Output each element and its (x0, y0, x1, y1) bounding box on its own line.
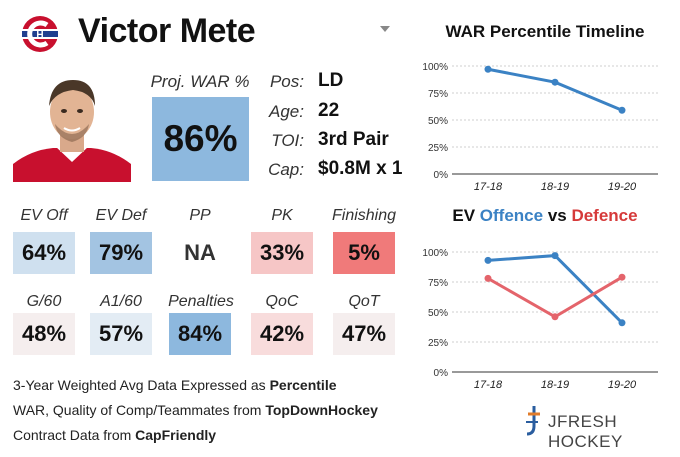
stat-box-a160: 57% (90, 313, 152, 355)
stat-box-qoc: 42% (251, 313, 313, 355)
svg-text:H: H (36, 30, 43, 41)
brand-text: JFRESH HOCKEY (548, 412, 623, 451)
chart2-series-offence-point (551, 252, 559, 260)
chart2-series-offence-point (484, 256, 492, 264)
chart2-xtick-label: 19-20 (608, 379, 637, 391)
stat-box-finishing: 5% (333, 232, 395, 274)
stat-label-pp: PP (189, 207, 211, 224)
chart1-ytick-label: 75% (428, 89, 448, 100)
chart1-series-0-line (487, 67, 623, 112)
chart1-ytick-label: 50% (428, 116, 448, 127)
stat-box-pp: NA (169, 232, 231, 274)
team-logo: H (22, 16, 58, 52)
stat-box-ev-off: 64% (13, 232, 75, 274)
chart2-ytick-label: 50% (428, 308, 448, 319)
chart1-series-0-point (484, 65, 492, 73)
chart1-ytick-label: 100% (422, 62, 448, 73)
stat-label-qoc: QoC (265, 293, 299, 310)
chart2-ytick-label: 25% (428, 338, 448, 349)
chart2-ytick-label: 0% (434, 368, 449, 379)
dropdown-caret-icon[interactable] (380, 26, 390, 32)
info-value-toi: 3rd Pair (318, 129, 389, 150)
chart1-series-0-point (551, 78, 559, 86)
proj-war-value: 86% (152, 97, 249, 181)
chart2-series-defence-line (487, 275, 623, 319)
chart1-xtick-label: 17-18 (474, 181, 503, 193)
info-label-toi: TOI: (271, 131, 304, 150)
stat-label-a160: A1/60 (100, 293, 142, 310)
player-name: Victor Mete (78, 12, 256, 50)
war-timeline-chart: 0% 25% 50% 75% 100% 17-18 18-19 19-20 (422, 62, 658, 193)
chart2-series-defence-point (551, 313, 559, 321)
footer-line-3: Contract Data from CapFriendly (13, 427, 217, 443)
footer-line-2: WAR, Quality of Comp/Teammates from TopD… (13, 402, 378, 418)
ev-offence-defence-chart: 0% 25% 50% 75% 100% 17-18 18-19 19-20 (422, 248, 658, 391)
info-label-pos: Pos: (269, 72, 304, 91)
proj-war-label: Proj. WAR % (150, 72, 250, 91)
stat-label-pk: PK (271, 207, 293, 224)
jfresh-logo-icon (526, 406, 540, 436)
stat-label-ev-off: EV Off (20, 207, 68, 224)
chart2-ytick-label: 75% (428, 278, 448, 289)
stat-label-ev-def: EV Def (95, 207, 147, 224)
stat-label-penalties: Penalties (168, 293, 234, 310)
player-photo (13, 66, 131, 182)
chart1-xtick-label: 18-19 (541, 181, 569, 193)
chart2-xtick-label: 18-19 (541, 379, 569, 391)
stat-label-finishing: Finishing (331, 207, 397, 224)
chart2-series-defence-point (484, 274, 492, 282)
stat-label-qot: QoT (348, 293, 380, 310)
chart1-ytick-label: 0% (434, 170, 449, 181)
info-value-pos: LD (318, 70, 344, 91)
chart1-ytick-label: 25% (428, 143, 448, 154)
info-value-age: 22 (318, 100, 340, 121)
chart2-title: EV Offence vs Defence (452, 206, 638, 225)
info-label-cap: Cap: (268, 160, 304, 179)
stat-box-penalties: 84% (169, 313, 231, 355)
chart1-title: WAR Percentile Timeline (445, 22, 645, 41)
stat-box-g60: 48% (13, 313, 75, 355)
chart2-series-defence-point (618, 273, 626, 281)
chart2-xtick-label: 17-18 (474, 379, 503, 391)
footer-line-1: 3-Year Weighted Avg Data Expressed as Pe… (13, 377, 337, 393)
stat-label-g60: G/60 (26, 293, 62, 310)
info-label-age: Age: (269, 102, 304, 121)
stat-box-qot: 47% (333, 313, 395, 355)
chart2-ytick-label: 100% (422, 248, 448, 259)
chart1-series-0-point (618, 106, 626, 114)
chart1-xtick-label: 19-20 (608, 181, 637, 193)
stat-box-pk: 33% (251, 232, 313, 274)
info-value-cap: $0.8M x 1 (318, 158, 403, 179)
stat-box-ev-def: 79% (90, 232, 152, 274)
chart2-series-offence-point (618, 319, 626, 327)
